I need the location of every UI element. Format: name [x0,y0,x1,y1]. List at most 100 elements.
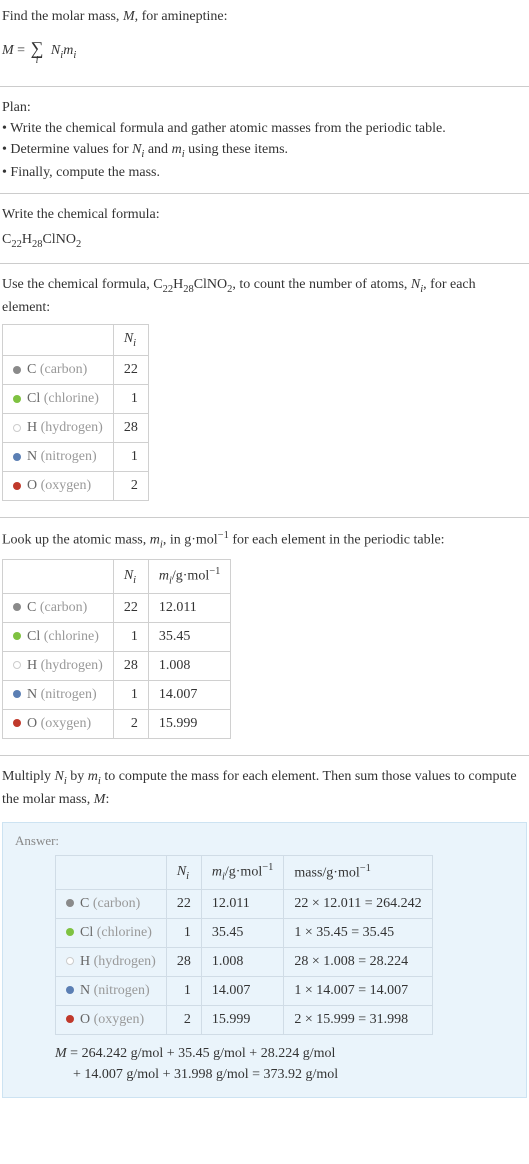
element-cell: H (hydrogen) [56,947,167,976]
table-row: N (nitrogen)1 [3,442,149,471]
chem-formula: C22H28ClNO2 [2,229,527,253]
element-dot-icon [13,661,21,669]
count-value: 28 [113,413,148,442]
final-2: + 14.007 g/mol + 31.998 g/mol = 373.92 g… [55,1067,338,1082]
n-value: 2 [166,1005,201,1034]
element-dot-icon [13,690,21,698]
element-name: (chlorine) [44,629,99,644]
m-m: m [88,769,98,784]
molar-mass-equation: M = ∑i Nimi [2,35,527,64]
element-cell: H (hydrogen) [3,651,114,680]
table-row: H (hydrogen)28 [3,413,149,442]
ah-me: −1 [360,863,371,874]
element-symbol: H [27,658,41,673]
m-M: M [94,792,106,807]
divider [0,263,529,264]
lk-a: Look up the atomic mass, [2,533,150,548]
element-dot-icon [13,395,21,403]
answer-table: Ni mi/g·mol−1 mass/g·mol−1 C (carbon)221… [55,855,433,1034]
count-post-N: N [411,277,420,292]
element-name: (chlorine) [97,925,152,940]
chem-title: Write the chemical formula: [2,204,527,225]
ah-m: m [212,865,222,880]
element-name: (oxygen) [94,1012,145,1027]
table-row: N (nitrogen)114.007 [3,680,231,709]
final-1: = 264.242 g/mol + 35.45 g/mol + 28.224 g… [67,1046,336,1061]
eq-M: M [2,43,14,58]
count-header-N: Ni [113,325,148,356]
ah-N: N [177,864,186,879]
element-dot-icon [66,957,74,965]
mass-calc: 1 × 14.007 = 14.007 [284,976,432,1005]
element-cell: C (carbon) [3,355,114,384]
plan-bullet-1: • Write the chemical formula and gather … [2,118,527,139]
element-dot-icon [66,928,74,936]
count-value: 1 [113,384,148,413]
element-cell: N (nitrogen) [3,680,114,709]
element-symbol: O [80,1012,94,1027]
count-value: 1 [113,442,148,471]
h-N: N [124,331,133,346]
mass-calc: 22 × 12.011 = 264.242 [284,889,432,918]
table-row: Cl (chlorine)135.45 [3,622,231,651]
m-d: : [105,792,109,807]
m-value: 15.999 [148,709,231,738]
ah-u: /g·mol [225,865,262,880]
table-row: O (oxygen)215.999 [3,709,231,738]
lk-m: m [150,533,160,548]
element-cell: C (carbon) [56,889,167,918]
multiply-section: Multiply Ni by mi to compute the mass fo… [0,760,529,817]
lk-b: , in g·mol [163,533,218,548]
element-name: (oxygen) [41,478,92,493]
m-value: 12.011 [148,593,231,622]
plan-b2-a: • Determine values for [2,142,132,157]
element-name: (hydrogen) [41,658,103,673]
table-row: O (oxygen)2 [3,471,149,500]
element-cell: O (oxygen) [56,1005,167,1034]
element-name: (carbon) [40,362,87,377]
table-row: H (hydrogen)281.00828 × 1.008 = 28.224 [56,947,433,976]
m-value: 1.008 [148,651,231,680]
element-cell: N (nitrogen) [3,442,114,471]
lookup-section: Look up the atomic mass, mi, in g·mol−1 … [0,522,529,751]
table-row: H (hydrogen)281.008 [3,651,231,680]
chem-section: Write the chemical formula: C22H28ClNO2 [0,198,529,259]
element-cell: H (hydrogen) [3,413,114,442]
answer-box: Answer: Ni mi/g·mol−1 mass/g·mol−1 C (ca… [2,822,527,1097]
table-row: C (carbon)2212.01122 × 12.011 = 264.242 [56,889,433,918]
count-Cl: Cl [194,277,207,292]
sigma-icon: ∑i [31,35,44,62]
element-name: (hydrogen) [41,420,103,435]
element-symbol: H [27,420,41,435]
intro-line: Find the molar mass, M, for amineptine: [2,6,527,27]
n-value: 1 [166,918,201,947]
lh-m: m [159,569,169,584]
intro-text-2: , for amineptine: [135,9,228,24]
n-value: 2 [113,709,148,738]
plan-b2-m: m [172,142,182,157]
element-name: (nitrogen) [94,983,150,998]
ah-ma: mass/g·mol [294,866,359,881]
element-cell: O (oxygen) [3,709,114,738]
answer-content: Ni mi/g·mol−1 mass/g·mol−1 C (carbon)221… [15,855,514,1084]
element-dot-icon [13,424,21,432]
element-symbol: Cl [27,629,44,644]
element-name: (nitrogen) [41,687,97,702]
element-dot-icon [13,366,21,374]
final-M: M [55,1046,67,1061]
n-value: 22 [166,889,201,918]
m-N: N [55,769,64,784]
count-H: H [173,277,183,292]
m-value: 12.011 [201,889,284,918]
count-text: Use the chemical formula, C22H28ClNO2, t… [2,274,527,319]
count-section: Use the chemical formula, C22H28ClNO2, t… [0,268,529,513]
element-dot-icon [13,603,21,611]
ah-Ni: i [186,870,189,881]
divider [0,517,529,518]
element-dot-icon [13,482,21,490]
element-cell: O (oxygen) [3,471,114,500]
mass-calc: 28 × 1.008 = 28.224 [284,947,432,976]
count-N: N [207,277,217,292]
element-cell: Cl (chlorine) [3,384,114,413]
lh-N: N [124,568,133,583]
